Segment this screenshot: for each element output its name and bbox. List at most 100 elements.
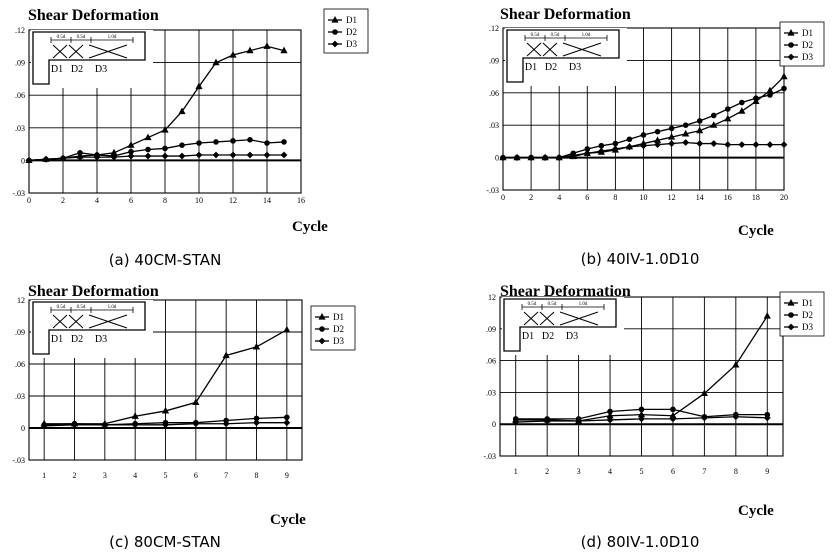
data-point-d3 — [178, 152, 186, 160]
data-point-d1 — [222, 351, 230, 359]
data-point-d3 — [280, 151, 288, 159]
gauge-cross — [68, 314, 84, 329]
y-tick-label: .09 — [489, 56, 499, 65]
data-point-d3 — [212, 151, 220, 159]
data-point-d3 — [110, 153, 118, 161]
data-point-d3 — [131, 421, 139, 429]
x-tick-label: 6 — [194, 471, 198, 480]
x-tick-label: 3 — [577, 467, 581, 476]
data-point-d3 — [527, 154, 535, 161]
data-point-d3 — [766, 141, 774, 149]
data-point-d2 — [739, 99, 745, 106]
dimension-label: 1.0d — [108, 35, 117, 40]
y-tick-label: .12 — [489, 24, 499, 33]
dimension-label: 0.5d — [77, 305, 86, 310]
x-tick-label: 14 — [696, 193, 704, 202]
x-tick-label: 3 — [103, 471, 107, 480]
legend-marker — [787, 299, 795, 306]
data-point-d2 — [77, 149, 83, 156]
plot-frame — [28, 29, 302, 194]
x-tick-label: 6 — [585, 193, 589, 202]
data-point-d2 — [696, 118, 703, 124]
legend-marker — [787, 53, 795, 61]
data-point-d3 — [638, 415, 645, 423]
data-point-d2 — [710, 112, 717, 119]
legend-label: D2 — [802, 310, 813, 320]
data-point-d1 — [110, 148, 118, 156]
dimension-label: 0.5d — [77, 35, 86, 40]
data-point-d2 — [162, 145, 168, 152]
data-point-d1 — [263, 42, 271, 49]
figure-caption: (d) 80IV-1.0D10 — [581, 533, 700, 551]
data-point-d2 — [281, 139, 287, 145]
data-point-d3 — [42, 155, 50, 163]
data-point-d2 — [253, 415, 260, 422]
data-point-d2 — [638, 406, 645, 413]
chart-0: 0 2 4 6 8 10 12 14 16-.030.03.06.09.120.5d 0.5d 1.… — [12, 7, 369, 269]
dimension-label: 1.0d — [579, 302, 588, 307]
legend-label: D2 — [802, 40, 813, 50]
data-point-d3 — [752, 141, 760, 149]
x-tick-label: 16 — [724, 193, 732, 202]
data-point-d3 — [162, 421, 169, 429]
data-point-d2 — [264, 140, 270, 146]
data-point-d1 — [161, 406, 170, 414]
data-point-d3 — [654, 141, 661, 149]
y-tick-label: -.03 — [483, 452, 496, 461]
plot-frame — [499, 296, 784, 457]
data-point-d2 — [607, 408, 613, 415]
data-point-d1 — [252, 342, 261, 350]
x-tick-label: 6 — [129, 196, 133, 205]
data-point-d3 — [583, 149, 591, 157]
data-point-d1 — [144, 133, 152, 141]
legend-box — [779, 21, 825, 67]
data-point-d1 — [192, 398, 200, 405]
data-point-d2 — [584, 146, 591, 152]
inset-label-d2: D2 — [542, 331, 554, 342]
y-tick-label: .03 — [15, 124, 25, 133]
data-point-d3 — [626, 143, 633, 151]
data-point-d2 — [654, 128, 661, 135]
dimension-label: 0.5d — [528, 302, 537, 307]
data-point-d3 — [25, 157, 33, 164]
x-tick-label: 12 — [668, 193, 676, 202]
data-point-d1 — [682, 129, 690, 137]
x-tick-label: 4 — [557, 193, 561, 202]
x-tick-label: 7 — [702, 467, 706, 476]
data-point-d2 — [179, 142, 185, 148]
data-point-d3 — [724, 141, 732, 149]
gauge-cross — [542, 42, 558, 57]
legend-box — [323, 8, 369, 54]
legend-marker — [319, 326, 325, 332]
gauge-cross — [523, 311, 539, 326]
data-point-d3 — [700, 414, 708, 422]
legend-marker — [788, 42, 794, 48]
x-tick-label: 1 — [42, 471, 46, 480]
data-point-d3 — [253, 419, 260, 427]
x-tick-label: 1 — [514, 467, 518, 476]
data-point-d3 — [669, 415, 677, 423]
y-tick-label: -.03 — [12, 189, 25, 198]
data-point-d3 — [710, 140, 718, 147]
data-point-d1 — [127, 141, 135, 148]
chart-title: Shear Deformation — [28, 7, 159, 24]
data-point-d3 — [263, 151, 271, 159]
data-point-d3 — [612, 145, 619, 153]
data-point-d3 — [606, 416, 614, 424]
gauge-cross — [539, 311, 555, 326]
y-tick-label: .12 — [15, 26, 25, 35]
gauge-cross — [559, 311, 599, 326]
y-tick-label: .06 — [15, 91, 25, 100]
x-tick-label: 0 — [27, 196, 31, 205]
data-point-d3 — [283, 419, 291, 427]
x-tick-label: 2 — [545, 467, 549, 476]
chart-title: Shear Deformation — [500, 283, 631, 300]
data-point-d1 — [724, 114, 732, 122]
data-point-d3 — [499, 154, 507, 161]
data-point-d2 — [682, 122, 689, 128]
chart-title: Shear Deformation — [28, 283, 159, 300]
data-point-d3 — [555, 154, 563, 161]
data-point-d3 — [93, 153, 101, 161]
data-point-d1 — [195, 82, 203, 90]
